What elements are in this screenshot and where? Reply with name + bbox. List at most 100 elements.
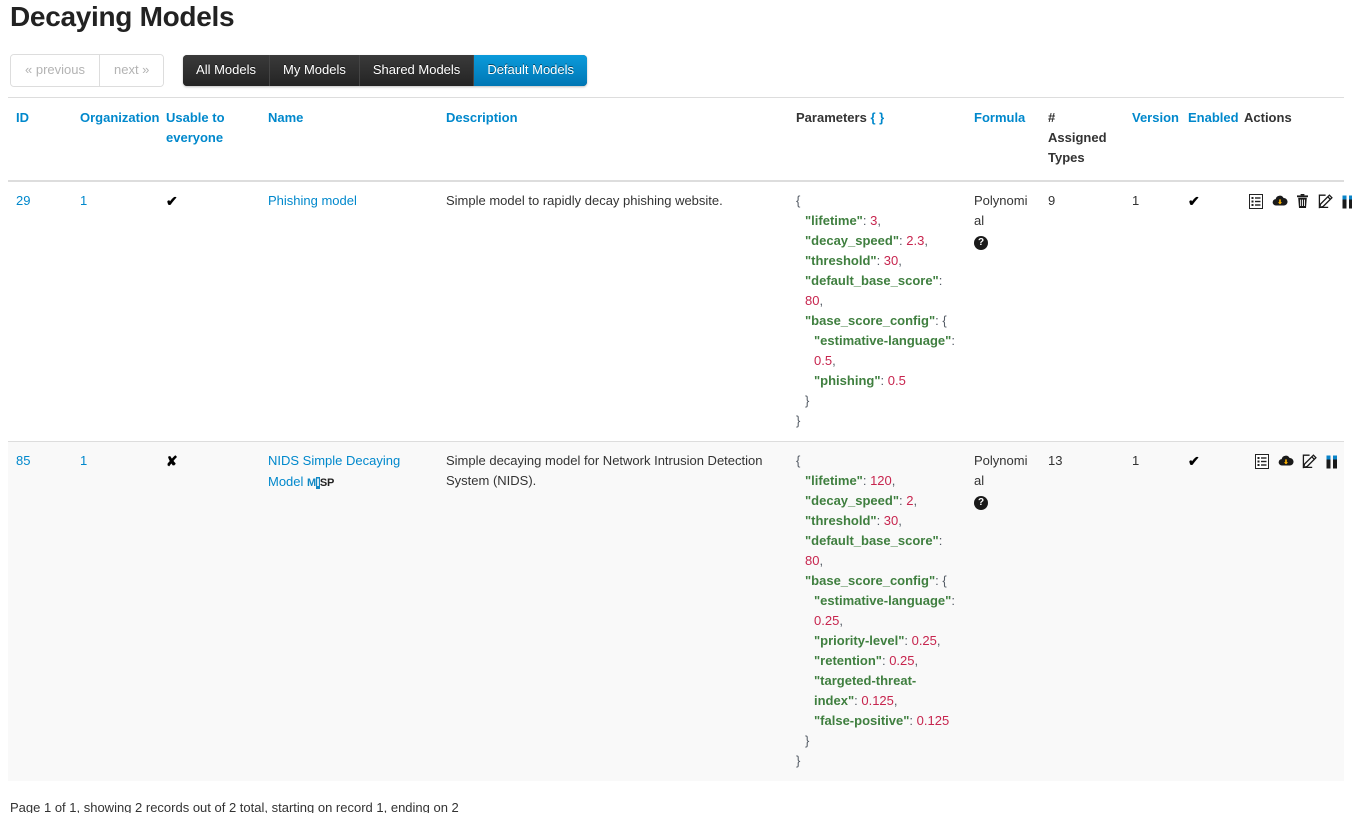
- row-id-link[interactable]: 29: [16, 193, 31, 208]
- tab-shared-models[interactable]: Shared Models: [359, 55, 475, 86]
- tab-my-models[interactable]: My Models: [270, 55, 360, 86]
- cell-id[interactable]: 85: [8, 441, 72, 781]
- parameters-json: { "lifetime": 120, "decay_speed": 2, "th…: [796, 453, 955, 768]
- formula-value: Polynomial: [974, 193, 1028, 228]
- th-organization-label[interactable]: Organization: [80, 110, 160, 125]
- cross-icon: ✘: [166, 453, 178, 469]
- row-organization-link[interactable]: 1: [80, 193, 88, 208]
- param-targeted-threat-index-value: 0.125: [861, 693, 894, 708]
- th-formula-label[interactable]: Formula: [974, 110, 1026, 125]
- th-actions-label: Actions: [1244, 110, 1292, 125]
- cell-enabled: ✔: [1180, 180, 1236, 442]
- enabled-checkmark-icon: ✔: [1188, 453, 1200, 469]
- edit-icon[interactable]: [1302, 454, 1318, 469]
- tab-bar: All Models My Models Shared Models Defau…: [183, 55, 588, 86]
- row-name-link[interactable]: Phishing model: [268, 193, 357, 208]
- th-parameters-label: Parameters: [796, 110, 867, 125]
- param-phishing-value: 0.5: [887, 373, 906, 388]
- th-actions: Actions: [1236, 97, 1344, 182]
- help-icon[interactable]: ?: [974, 236, 988, 250]
- param-default-base-score-value: 80: [805, 553, 820, 568]
- param-decay-speed-value: 2.3: [906, 233, 925, 248]
- cell-parameters: { "lifetime": 3, "decay_speed": 2.3, "th…: [788, 180, 966, 442]
- cell-formula: Polynomial ?: [966, 180, 1040, 442]
- param-false-positive-value: 0.125: [916, 713, 950, 728]
- row-organization-link[interactable]: 1: [80, 453, 88, 468]
- cloud-download-icon[interactable]: [1272, 194, 1288, 209]
- param-default-base-score-value: 80: [805, 293, 820, 308]
- tab-all-models[interactable]: All Models: [183, 55, 270, 86]
- page-title: Decaying Models: [10, 1, 235, 32]
- cell-organization[interactable]: 1: [72, 180, 158, 442]
- row-id-link[interactable]: 85: [16, 453, 31, 468]
- list-icon[interactable]: [1249, 194, 1263, 210]
- cell-name[interactable]: Phishing model: [260, 180, 438, 442]
- cell-enabled: ✔: [1180, 441, 1236, 781]
- th-name[interactable]: Name: [260, 97, 438, 182]
- record-counter: Page 1 of 1, showing 2 records out of 2 …: [10, 800, 459, 813]
- checkmark-icon: ✔: [166, 193, 178, 209]
- formula-value: Polynomial: [974, 453, 1028, 488]
- th-enabled-label[interactable]: Enabled: [1188, 110, 1239, 125]
- pause-icon[interactable]: [1326, 455, 1338, 469]
- row-name-link[interactable]: NIDS Simple Decaying Model: [268, 453, 401, 489]
- th-name-label[interactable]: Name: [268, 110, 304, 125]
- cell-organization[interactable]: 1: [72, 441, 158, 781]
- param-threshold-value: 30: [883, 253, 899, 268]
- table-header-row: ID Organization Usable to everyone Name …: [8, 97, 1344, 182]
- tab-default-models[interactable]: Default Models: [474, 55, 588, 86]
- decaying-models-table: ID Organization Usable to everyone Name …: [8, 97, 1352, 781]
- cell-formula: Polynomial ?: [966, 441, 1040, 781]
- th-usable-to-everyone-label[interactable]: Usable to everyone: [166, 110, 225, 145]
- cell-version: 1: [1124, 441, 1180, 781]
- cell-id[interactable]: 29: [8, 180, 72, 442]
- list-icon[interactable]: [1255, 454, 1270, 470]
- cell-name[interactable]: NIDS Simple Decaying Model MISP: [260, 441, 438, 781]
- th-parameters-braces: { }: [870, 110, 885, 125]
- next-button-top[interactable]: next »: [99, 55, 164, 86]
- help-icon[interactable]: ?: [974, 496, 988, 510]
- misp-badge: MISP: [307, 477, 335, 489]
- th-description[interactable]: Description: [438, 97, 788, 182]
- th-description-label[interactable]: Description: [446, 110, 518, 125]
- table-row: 85 1 ✘ NIDS Simple Decaying Model MISP S…: [8, 441, 1344, 781]
- cell-parameters: { "lifetime": 120, "decay_speed": 2, "th…: [788, 441, 966, 781]
- th-version[interactable]: Version: [1124, 97, 1180, 182]
- cell-usable-to-everyone: ✘: [158, 441, 260, 781]
- param-estimative-language-value: 0.5: [814, 353, 833, 368]
- param-decay-speed-value: 2: [906, 493, 914, 508]
- cell-assigned-types: 9: [1040, 180, 1124, 442]
- th-enabled[interactable]: Enabled: [1180, 97, 1239, 182]
- cloud-download-icon[interactable]: [1278, 454, 1294, 469]
- table-row: 29 1 ✔ Phishing model Simple model to ra…: [8, 180, 1352, 442]
- th-assigned-types-label: # Assigned Types: [1048, 110, 1107, 165]
- th-formula[interactable]: Formula: [966, 97, 1040, 182]
- cell-version: 1: [1124, 180, 1180, 442]
- th-organization[interactable]: Organization: [72, 97, 160, 182]
- param-lifetime-value: 3: [870, 213, 878, 228]
- table-body: 29 1 ✔ Phishing model Simple model to ra…: [8, 180, 1352, 781]
- previous-button-top[interactable]: « previous: [11, 55, 100, 86]
- trash-icon[interactable]: [1296, 194, 1309, 209]
- cell-actions: [1236, 180, 1352, 442]
- enabled-checkmark-icon: ✔: [1188, 193, 1200, 209]
- th-id-label[interactable]: ID: [16, 110, 29, 125]
- pagination-top: « previous next »: [10, 54, 165, 87]
- cell-assigned-types: 13: [1040, 441, 1124, 781]
- th-id[interactable]: ID: [8, 97, 72, 182]
- pause-icon[interactable]: [1342, 195, 1352, 209]
- th-usable-to-everyone[interactable]: Usable to everyone: [158, 97, 260, 182]
- cell-usable-to-everyone: ✔: [158, 180, 260, 442]
- cell-description: Simple decaying model for Network Intrus…: [438, 441, 788, 781]
- parameters-json: { "lifetime": 3, "decay_speed": 2.3, "th…: [796, 193, 955, 428]
- param-estimative-language-value: 0.25: [814, 613, 840, 628]
- cell-actions: [1236, 441, 1344, 781]
- param-threshold-value: 30: [883, 513, 899, 528]
- edit-icon[interactable]: [1318, 194, 1333, 209]
- cell-description: Simple model to rapidly decay phishing w…: [438, 180, 788, 442]
- param-retention-value: 0.25: [889, 653, 915, 668]
- th-version-label[interactable]: Version: [1132, 110, 1179, 125]
- th-assigned-types: # Assigned Types: [1040, 97, 1124, 182]
- param-priority-level-value: 0.25: [911, 633, 937, 648]
